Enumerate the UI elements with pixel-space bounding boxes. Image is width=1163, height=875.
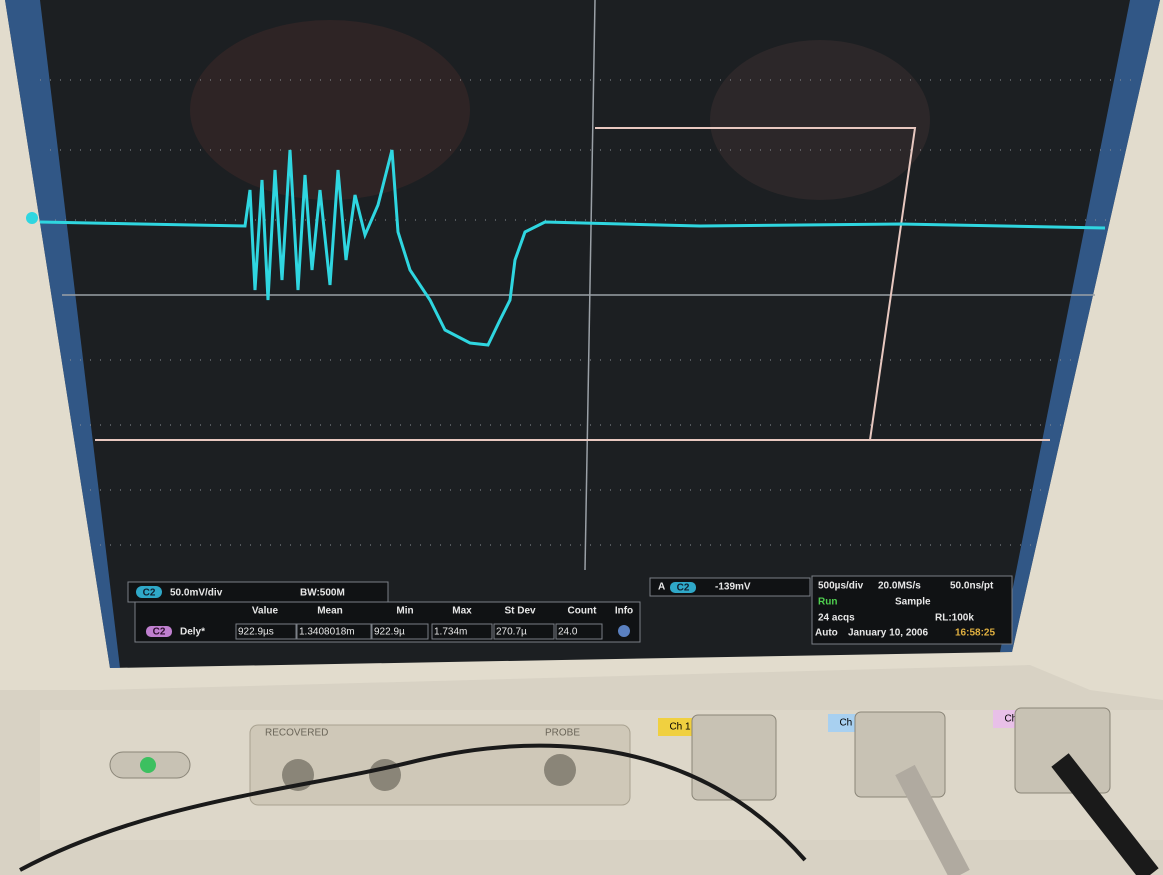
sample-rate: 20.0MS/s xyxy=(878,581,921,592)
time: 16:58:25 xyxy=(955,628,995,639)
cell-value: 1.3408018m xyxy=(299,627,355,638)
reflection xyxy=(190,20,470,200)
acq-count: 24 acqs xyxy=(818,613,855,624)
cell-value: 270.7µ xyxy=(496,627,527,638)
column-header: Count xyxy=(568,606,598,617)
page: {"channel_box":{"badge":"C2","scale":"50… xyxy=(0,0,1163,875)
reflection xyxy=(710,40,930,200)
recovered-label: RECOVERED xyxy=(265,728,328,739)
ch1-input xyxy=(692,715,776,800)
run-state: Run xyxy=(818,597,837,608)
date: January 10, 2006 xyxy=(848,628,928,639)
channel-marker xyxy=(26,212,38,224)
column-header: Mean xyxy=(317,606,343,617)
channel-badge-text: C2 xyxy=(143,588,156,599)
cell-value: 24.0 xyxy=(558,627,578,638)
column-header: St Dev xyxy=(504,606,536,617)
column-header: Info xyxy=(615,606,633,617)
power-led xyxy=(140,757,156,773)
trigger-badge-text: C2 xyxy=(677,583,690,594)
trigger-mode: Auto xyxy=(815,628,838,639)
acq-mode: Sample xyxy=(895,597,931,608)
info-icon xyxy=(618,625,630,637)
cell-value: 922.9µs xyxy=(238,627,274,638)
oscilloscope-photo: C2 50.0mV/div BW:500M Value Mean Min Max St … xyxy=(0,0,1163,875)
probe-label: PROBE xyxy=(545,728,580,739)
resolution: 50.0ns/pt xyxy=(950,581,994,592)
ch1-label: Ch 1 xyxy=(669,722,691,733)
bnc xyxy=(544,754,576,786)
row-label: Dely* xyxy=(180,627,205,638)
trigger-mode: A xyxy=(658,582,665,593)
trigger-level: -139mV xyxy=(715,582,751,593)
channel-scale: 50.0mV/div xyxy=(170,588,223,599)
column-header: Min xyxy=(396,606,413,617)
channel-bandwidth: BW:500M xyxy=(300,588,345,599)
ch2-input xyxy=(855,712,945,797)
timebase-scale: 500µs/div xyxy=(818,581,864,592)
row-badge-text: C2 xyxy=(153,627,166,638)
record-length: RL:100k xyxy=(935,613,974,624)
channel-box xyxy=(128,582,388,602)
screen xyxy=(5,0,1160,668)
column-header: Max xyxy=(452,606,472,617)
column-header: Value xyxy=(252,606,279,617)
cell-value: 1.734m xyxy=(434,627,467,638)
cell-value: 922.9µ xyxy=(374,627,405,638)
